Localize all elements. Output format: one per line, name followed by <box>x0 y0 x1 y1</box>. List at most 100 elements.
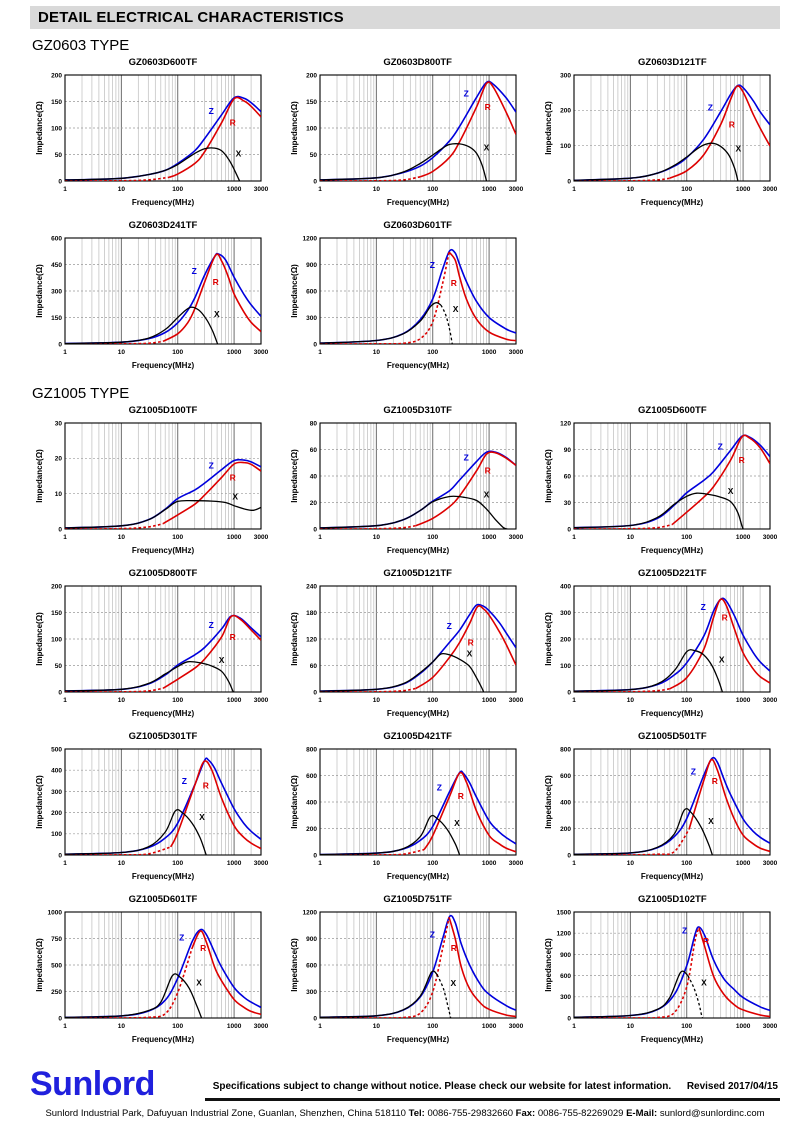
svg-text:Frequency(MHz): Frequency(MHz) <box>641 872 704 881</box>
svg-text:20: 20 <box>55 456 63 463</box>
svg-text:Z: Z <box>209 620 214 630</box>
svg-text:Z: Z <box>718 441 723 451</box>
svg-text:Impedance(Ω): Impedance(Ω) <box>35 101 44 155</box>
svg-text:40: 40 <box>309 473 317 480</box>
svg-text:1200: 1200 <box>302 909 317 916</box>
svg-text:10: 10 <box>627 534 635 541</box>
svg-text:R: R <box>213 277 219 287</box>
svg-text:R: R <box>230 632 236 642</box>
chart-title: GZ0603D800TF <box>383 57 452 68</box>
svg-text:0: 0 <box>58 526 62 533</box>
chart-title: GZ1005D600TF <box>638 405 707 416</box>
svg-text:3000: 3000 <box>763 1023 778 1030</box>
svg-text:150: 150 <box>51 610 62 617</box>
svg-text:400: 400 <box>560 799 571 806</box>
svg-text:3000: 3000 <box>508 349 523 356</box>
svg-text:600: 600 <box>560 773 571 780</box>
chart-title: GZ0603D241TF <box>128 220 198 231</box>
chart-title: GZ1005D310TF <box>383 405 452 416</box>
datasheet-page: DETAIL ELECTRICAL CHARACTERISTICS GZ0603… <box>30 6 780 1044</box>
svg-text:0: 0 <box>568 1015 572 1022</box>
svg-text:3000: 3000 <box>508 534 523 541</box>
svg-text:X: X <box>214 309 220 319</box>
impedance-plot: 0 10 20 30 1 10 100 1000 3000 Frequency(MHz) Imped… <box>35 420 269 555</box>
impedance-plot: 0 50 100 150 200 1 10 100 1000 3000 Frequency(MHz)… <box>35 72 269 207</box>
svg-text:200: 200 <box>306 826 317 833</box>
svg-text:1: 1 <box>573 534 577 541</box>
chart-gz1005d501tf: GZ1005D501TF 0 200 400 600 800 1 10 100 1000 3000 F… <box>539 731 779 888</box>
svg-text:Frequency(MHz): Frequency(MHz) <box>132 546 195 555</box>
svg-text:180: 180 <box>306 610 317 617</box>
svg-text:10: 10 <box>118 860 126 867</box>
svg-text:0: 0 <box>58 341 62 348</box>
svg-text:100: 100 <box>682 1023 693 1030</box>
chart-title: GZ0603D601TF <box>383 220 452 231</box>
address-text: 0086-755-29832660 <box>427 1108 516 1119</box>
svg-text:Frequency(MHz): Frequency(MHz) <box>132 1035 195 1044</box>
svg-text:200: 200 <box>51 810 62 817</box>
svg-text:R: R <box>450 278 456 288</box>
address-text: 0086-755-82269029 <box>537 1108 627 1119</box>
footer-top-row: Sunlord Specifications subject to change… <box>30 1067 780 1101</box>
svg-text:100: 100 <box>172 186 183 193</box>
svg-text:0: 0 <box>58 178 62 185</box>
svg-text:Frequency(MHz): Frequency(MHz) <box>132 709 195 718</box>
svg-text:600: 600 <box>306 962 317 969</box>
svg-text:3000: 3000 <box>763 534 778 541</box>
svg-text:1: 1 <box>63 534 67 541</box>
chart-gz0603d121tf: GZ0603D121TF 0 100 200 300 1 10 100 1000 3000 Freq… <box>539 57 779 214</box>
svg-text:Impedance(Ω): Impedance(Ω) <box>35 264 44 318</box>
svg-text:Frequency(MHz): Frequency(MHz) <box>132 872 195 881</box>
svg-text:450: 450 <box>51 262 62 269</box>
svg-text:400: 400 <box>51 768 62 775</box>
svg-text:300: 300 <box>560 994 571 1001</box>
svg-text:Impedance(Ω): Impedance(Ω) <box>290 938 299 992</box>
svg-text:750: 750 <box>51 936 62 943</box>
svg-text:Z: Z <box>192 266 197 276</box>
chart-gz1005d221tf: GZ1005D221TF 0 100 200 300 400 1 10 100 1000 3000 F… <box>539 568 779 725</box>
svg-text:100: 100 <box>172 860 183 867</box>
svg-text:Frequency(MHz): Frequency(MHz) <box>387 709 450 718</box>
chart-gz0603d241tf: GZ0603D241TF 0 150 300 450 600 1 10 100 1000 3000 F… <box>30 220 270 377</box>
svg-text:3000: 3000 <box>763 186 778 193</box>
svg-text:3000: 3000 <box>508 1023 523 1030</box>
svg-text:Z: Z <box>682 926 687 936</box>
svg-text:1000: 1000 <box>736 186 751 193</box>
svg-text:1: 1 <box>63 1023 67 1030</box>
chart-gz1005d100tf: GZ1005D100TF 0 10 20 30 1 10 100 1000 3000 Frequen… <box>30 405 270 562</box>
svg-text:3000: 3000 <box>763 697 778 704</box>
svg-text:1: 1 <box>318 186 322 193</box>
svg-text:100: 100 <box>427 1023 438 1030</box>
svg-text:3000: 3000 <box>254 534 269 541</box>
svg-text:0: 0 <box>313 526 317 533</box>
svg-text:150: 150 <box>306 99 317 106</box>
svg-text:100: 100 <box>682 534 693 541</box>
svg-text:100: 100 <box>682 860 693 867</box>
svg-text:900: 900 <box>560 952 571 959</box>
svg-text:Impedance(Ω): Impedance(Ω) <box>290 449 299 503</box>
svg-text:1000: 1000 <box>227 697 242 704</box>
impedance-plot: 0 50 100 150 200 1 10 100 1000 3000 Frequency(MHz)… <box>35 583 269 718</box>
svg-text:400: 400 <box>560 583 571 590</box>
svg-text:3000: 3000 <box>254 860 269 867</box>
svg-text:0: 0 <box>313 178 317 185</box>
svg-text:R: R <box>450 943 456 953</box>
svg-text:1: 1 <box>318 860 322 867</box>
svg-text:0: 0 <box>568 178 572 185</box>
svg-text:200: 200 <box>560 826 571 833</box>
footer-revised-date: Revised 2017/04/15 <box>686 1081 778 1092</box>
svg-text:10: 10 <box>118 1023 126 1030</box>
chart-gz1005d121tf: GZ1005D121TF 0 60 120 180 240 1 10 100 1000 3000 Fr… <box>285 568 525 725</box>
svg-text:R: R <box>703 936 709 946</box>
svg-text:Impedance(Ω): Impedance(Ω) <box>544 612 553 666</box>
svg-text:R: R <box>467 638 473 648</box>
svg-text:10: 10 <box>372 860 380 867</box>
svg-text:250: 250 <box>51 989 62 996</box>
impedance-plot: 0 20 40 60 80 1 10 100 1000 3000 Frequency(MHz) Imp… <box>290 420 524 555</box>
svg-text:0: 0 <box>58 1015 62 1022</box>
svg-text:Z: Z <box>209 106 214 116</box>
svg-text:10: 10 <box>118 534 126 541</box>
svg-text:30: 30 <box>564 500 572 507</box>
chart-title: GZ1005D601TF <box>128 894 198 905</box>
chart-gz0603d800tf: GZ0603D800TF 0 50 100 150 200 1 10 100 1000 3000 Fr… <box>285 57 525 214</box>
